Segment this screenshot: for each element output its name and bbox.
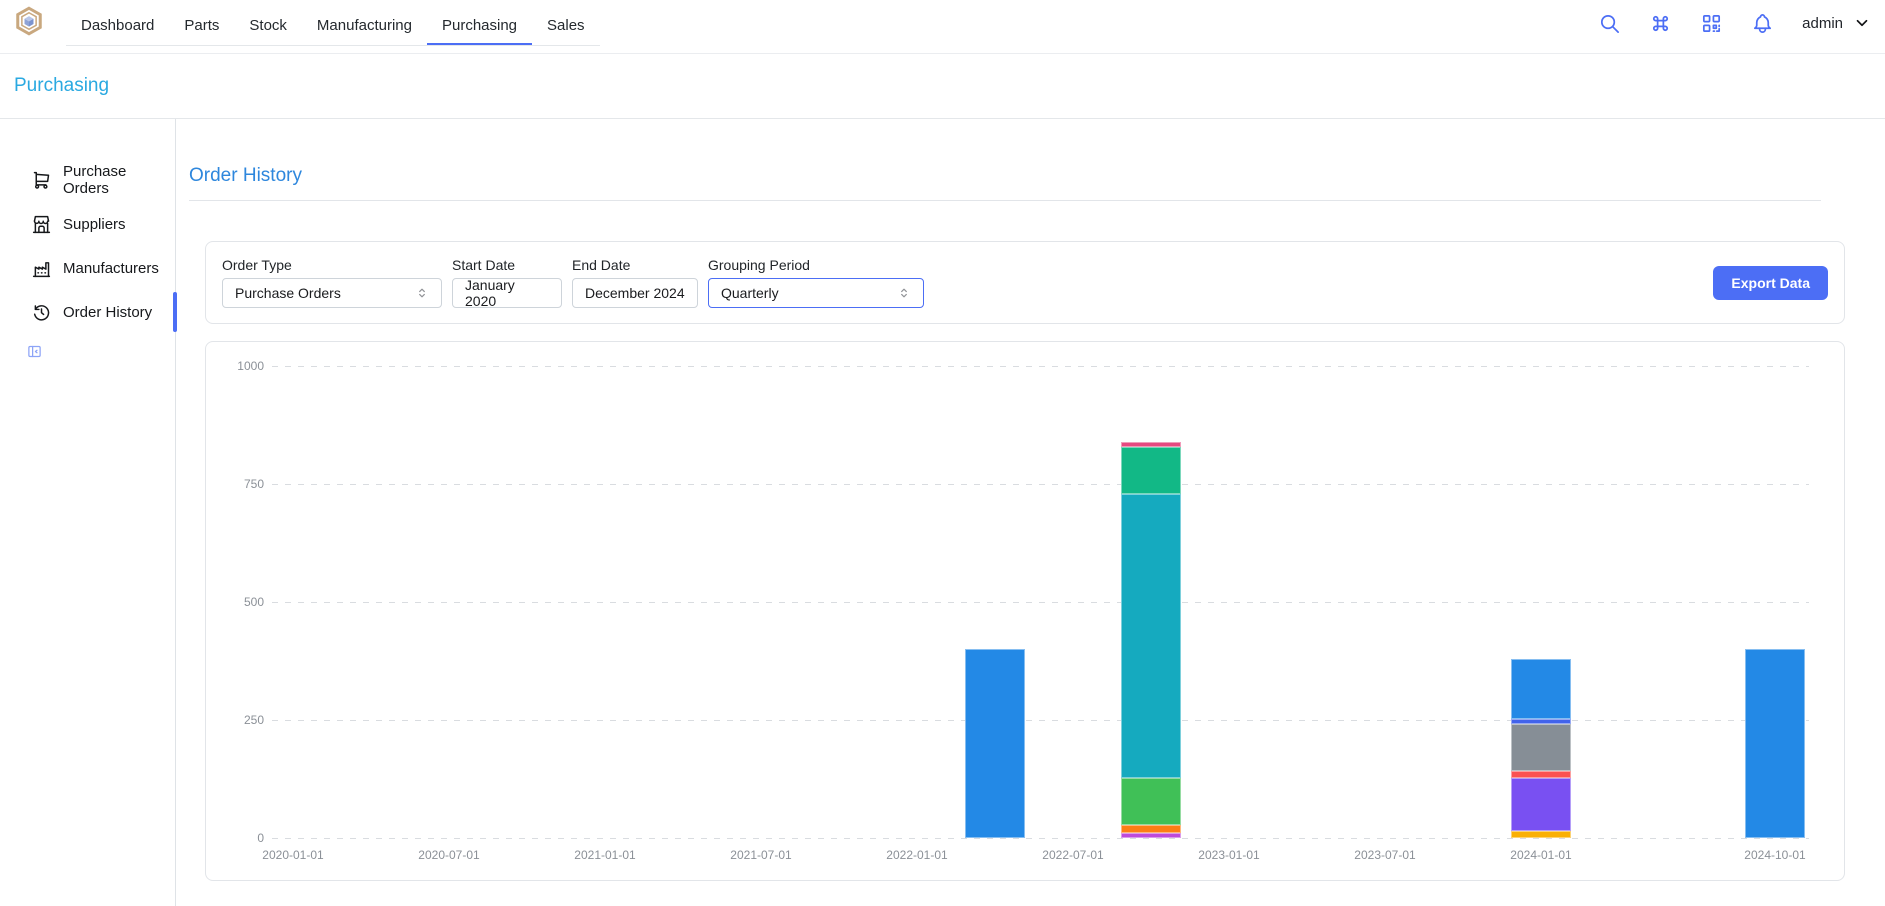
top-navbar: Dashboard Parts Stock Manufacturing Purc… [0,0,1885,46]
x-axis-tick-label: 2023-01-01 [1164,848,1294,862]
bar-segment [1121,442,1181,448]
filter-card: Order Type Purchase Orders Start Date Ja… [205,241,1845,324]
end-date-label: End Date [572,257,698,273]
start-date-field: Start Date January 2020 [452,257,562,308]
start-date-value: January 2020 [465,277,549,309]
y-axis-tick-label: 1000 [206,359,264,373]
tab-label: Purchasing [442,17,517,34]
sidebar-item-purchase-orders[interactable]: Purchase Orders [0,158,175,202]
start-date-label: Start Date [452,257,562,273]
bar-segment [1511,831,1571,838]
tab-sales[interactable]: Sales [532,5,600,45]
y-axis-tick-label: 0 [206,831,264,845]
tab-dashboard[interactable]: Dashboard [66,5,169,45]
start-date-input[interactable]: January 2020 [452,278,562,308]
main-tabs: Dashboard Parts Stock Manufacturing Purc… [66,5,600,46]
order-history-chart: 0 250 500 750 1000 2020-01-01 2020-07-01 2021-0… [206,342,1844,880]
tab-manufacturing[interactable]: Manufacturing [302,5,427,45]
page-title: Purchasing [14,75,109,97]
sidebar-collapse-icon[interactable] [27,344,42,359]
bar-segment [1121,825,1181,833]
chart-card: 0 250 500 750 1000 2020-01-01 2020-07-01 2021-0… [205,341,1845,881]
bar-segment [1121,833,1181,838]
sidebar-item-suppliers[interactable]: Suppliers [0,202,175,246]
sidebar-item-label: Manufacturers [63,260,159,277]
sidebar-item-order-history[interactable]: Order History [0,290,175,334]
x-axis-tick-label: 2022-07-01 [1008,848,1138,862]
x-axis-tick-label: 2022-01-01 [852,848,982,862]
bar-segment [1511,771,1571,778]
tab-label: Sales [547,17,585,34]
search-icon[interactable] [1598,12,1621,35]
grouping-period-value: Quarterly [721,285,889,301]
bar-segment [1511,724,1571,771]
y-gridline [272,484,1809,485]
y-gridline [272,838,1809,839]
bar-segment [1121,494,1181,777]
section-title: Order History [189,165,1845,187]
sidebar-item-manufacturers[interactable]: Manufacturers [0,246,175,290]
sidebar-item-label: Suppliers [63,216,126,233]
grouping-period-select[interactable]: Quarterly [708,278,924,308]
order-type-select[interactable]: Purchase Orders [222,278,442,308]
command-icon[interactable] [1649,12,1672,35]
building-store-icon [31,214,52,235]
order-type-label: Order Type [222,257,442,273]
y-gridline [272,602,1809,603]
factory-icon [31,258,52,279]
selector-chevrons-icon [897,286,911,300]
x-axis-tick-label: 2024-10-01 [1710,848,1840,862]
divider [189,200,1821,201]
chevron-down-icon [1853,14,1871,32]
bell-icon[interactable] [1751,12,1774,35]
bar-segment [965,649,1025,838]
tab-label: Stock [249,17,287,34]
history-icon [31,302,52,323]
selector-chevrons-icon [415,286,429,300]
y-axis-tick-label: 750 [206,477,264,491]
order-type-value: Purchase Orders [235,285,407,301]
bar-segment [1511,778,1571,831]
tab-stock[interactable]: Stock [234,5,302,45]
x-axis-tick-label: 2020-07-01 [384,848,514,862]
grouping-period-label: Grouping Period [708,257,924,273]
username: admin [1802,15,1843,32]
main-panel: Order History Order Type Purchase Orders… [176,119,1885,906]
x-axis-tick-label: 2021-01-01 [540,848,670,862]
inventree-logo-icon [14,6,44,40]
tab-label: Manufacturing [317,17,412,34]
tab-parts[interactable]: Parts [169,5,234,45]
x-axis-tick-label: 2020-01-01 [228,848,358,862]
export-data-button[interactable]: Export Data [1713,266,1828,300]
y-axis-tick-label: 500 [206,595,264,609]
order-type-field: Order Type Purchase Orders [222,257,442,308]
sidebar: Purchase Orders Suppliers Manufacturers [0,119,176,906]
end-date-value: December 2024 [585,285,685,301]
bar-segment [1121,778,1181,825]
end-date-field: End Date December 2024 [572,257,698,308]
y-gridline [272,720,1809,721]
shopping-cart-icon [31,170,52,191]
x-axis-tick-label: 2023-07-01 [1320,848,1450,862]
bar-segment [1121,447,1181,494]
bar-segment [1511,719,1571,724]
qrcode-scan-icon[interactable] [1700,12,1723,35]
y-gridline [272,366,1809,367]
tab-purchasing[interactable]: Purchasing [427,5,532,45]
bar-segment [1745,649,1805,838]
x-axis-tick-label: 2021-07-01 [696,848,826,862]
sidebar-item-label: Order History [63,304,152,321]
y-axis-tick-label: 250 [206,713,264,727]
user-menu[interactable]: admin [1802,14,1871,32]
page-header: Purchasing [0,53,1885,119]
navbar-actions: admin [1598,0,1871,46]
tab-label: Dashboard [81,17,154,34]
sidebar-item-label: Purchase Orders [63,163,175,197]
app-logo[interactable] [14,0,44,46]
x-axis-tick-label: 2024-01-01 [1476,848,1606,862]
tab-label: Parts [184,17,219,34]
grouping-period-field: Grouping Period Quarterly [708,257,924,308]
bar-segment [1511,659,1571,719]
end-date-input[interactable]: December 2024 [572,278,698,308]
